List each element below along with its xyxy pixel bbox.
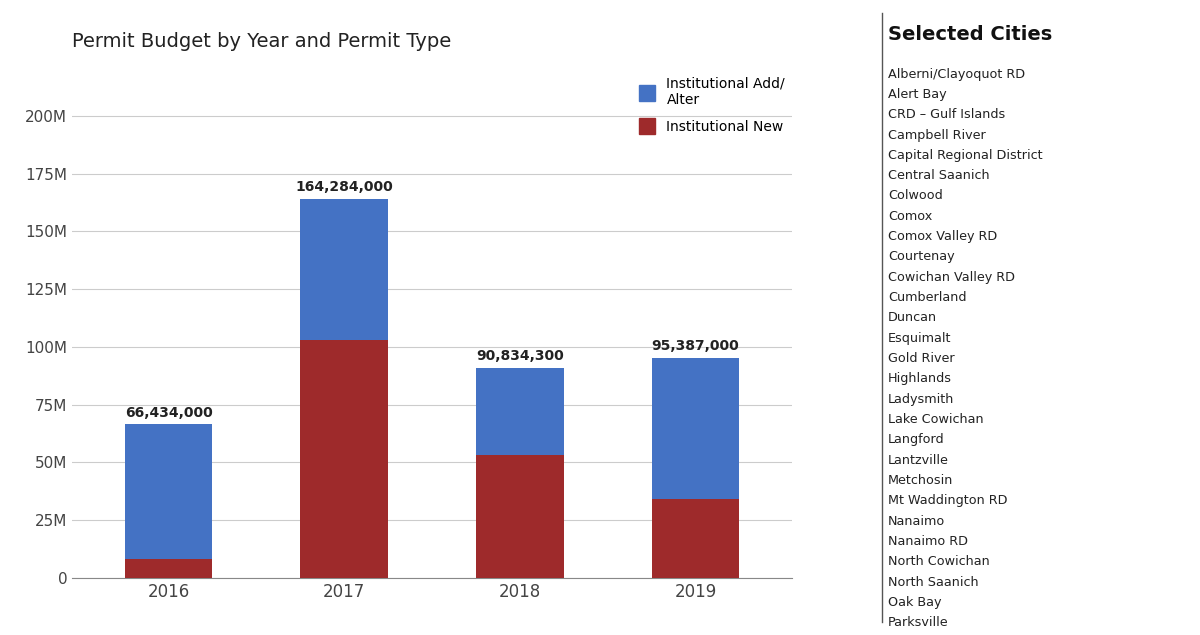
Text: Mt Waddington RD: Mt Waddington RD [888,494,1008,507]
Text: Colwood: Colwood [888,189,943,203]
Text: Oak Bay: Oak Bay [888,596,942,609]
Bar [476,368,564,455]
Text: North Cowichan: North Cowichan [888,555,990,568]
Bar [652,358,739,499]
Text: Lantzville: Lantzville [888,453,949,467]
Text: Comox: Comox [888,210,932,223]
Text: Comox Valley RD: Comox Valley RD [888,230,997,243]
Legend: Institutional Add/
Alter, Institutional New: Institutional Add/ Alter, Institutional … [638,77,785,134]
Text: Duncan: Duncan [888,311,937,324]
Text: 66,434,000: 66,434,000 [125,406,212,420]
Text: 95,387,000: 95,387,000 [652,339,739,353]
Bar [125,559,212,578]
Text: Metchosin: Metchosin [888,474,953,487]
Text: Parksville: Parksville [888,616,949,629]
Text: North Saanich: North Saanich [888,575,979,589]
Text: Nanaimo RD: Nanaimo RD [888,535,968,548]
Text: Ladysmith: Ladysmith [888,392,954,406]
Bar [125,424,212,559]
Text: Permit Budget by Year and Permit Type: Permit Budget by Year and Permit Type [72,32,451,51]
Text: Cowichan Valley RD: Cowichan Valley RD [888,271,1015,284]
Text: Courtenay: Courtenay [888,250,955,264]
Text: Selected Cities: Selected Cities [888,25,1052,44]
Text: Campbell River: Campbell River [888,128,985,142]
Bar [476,455,564,578]
Text: Alert Bay: Alert Bay [888,88,947,101]
Text: Esquimalt: Esquimalt [888,331,952,345]
Bar [300,340,388,578]
Bar [300,199,388,340]
Text: CRD – Gulf Islands: CRD – Gulf Islands [888,108,1006,121]
Text: Central Saanich: Central Saanich [888,169,990,182]
Text: Alberni/Clayoquot RD: Alberni/Clayoquot RD [888,67,1025,81]
Text: 164,284,000: 164,284,000 [295,180,394,194]
Text: Cumberland: Cumberland [888,291,966,304]
Text: Nanaimo: Nanaimo [888,514,946,528]
Text: Lake Cowichan: Lake Cowichan [888,413,984,426]
Text: 90,834,300: 90,834,300 [476,349,564,363]
Text: Langford: Langford [888,433,944,446]
Text: Highlands: Highlands [888,372,952,385]
Text: Capital Regional District: Capital Regional District [888,149,1043,162]
Text: Gold River: Gold River [888,352,955,365]
Bar [652,499,739,578]
